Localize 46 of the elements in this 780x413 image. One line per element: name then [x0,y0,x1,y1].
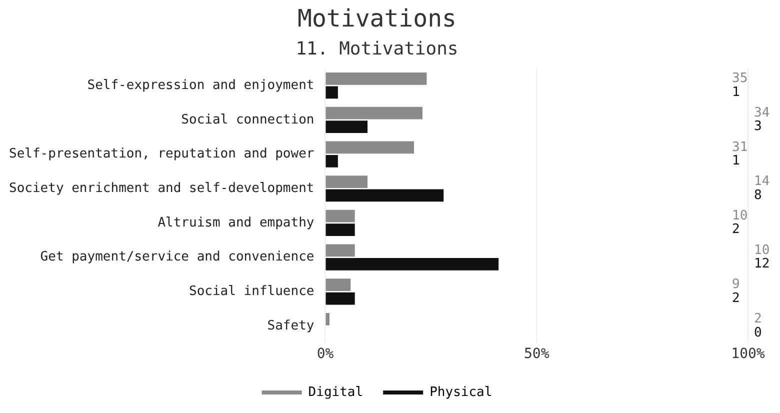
annotation: 35 [732,71,748,86]
bar [326,312,330,326]
bar [326,189,444,202]
y-tick-label: Self-expression and enjoyment [87,78,314,93]
annotation: 2 [732,222,740,238]
bar [326,292,355,305]
annotation: 2 [732,290,740,306]
bar [326,176,368,188]
y-tick-label: Society enrichment and self-development [8,181,314,196]
annotation: 1 [732,84,740,100]
text: 0 [754,325,762,340]
annotation: 1 [732,154,740,169]
text: 14 [754,174,770,190]
y-tick-label: Get payment/service and convenience [40,250,314,265]
text: 10 [754,242,770,258]
y-tick-label: Social connection [181,112,314,128]
text: 8 [754,188,762,203]
bar [326,120,368,133]
bar [326,154,338,168]
y-tick-label: Safety [267,318,314,334]
bar [326,244,355,257]
x-tick-label: 50% [524,346,550,362]
y-tick-label: Social influence [189,284,314,300]
x-tick-label: 0% [316,346,334,362]
annotation: 31 [732,140,748,155]
bar [326,86,338,99]
bar [326,224,355,236]
x-tick-label: 100% [731,346,766,362]
bar [326,72,427,85]
annotation: 9 [732,277,740,292]
bar [326,141,414,154]
bar [326,258,499,270]
annotation: 10 [732,208,748,224]
y-tick-label: Self-presentation, reputation and power [8,146,314,162]
text: 3 [754,119,762,134]
y-tick-label: Altruism and empathy [158,215,314,230]
bar [326,278,351,291]
text: 2 [754,312,762,327]
chart-subtitle: 11. Motivations [296,38,458,60]
bar [326,210,355,222]
legend-label: Digital [308,384,364,400]
text: 34 [754,105,770,120]
text: 12 [754,256,770,272]
legend-label: Physical [430,384,492,400]
bar [326,106,422,120]
chart-title: Motivations [298,4,456,33]
